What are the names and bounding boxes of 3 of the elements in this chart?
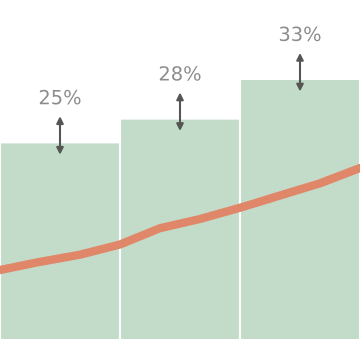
data-label: 33% <box>280 26 321 42</box>
data-label: 25% <box>40 90 81 105</box>
data-label: 28% <box>160 66 201 81</box>
